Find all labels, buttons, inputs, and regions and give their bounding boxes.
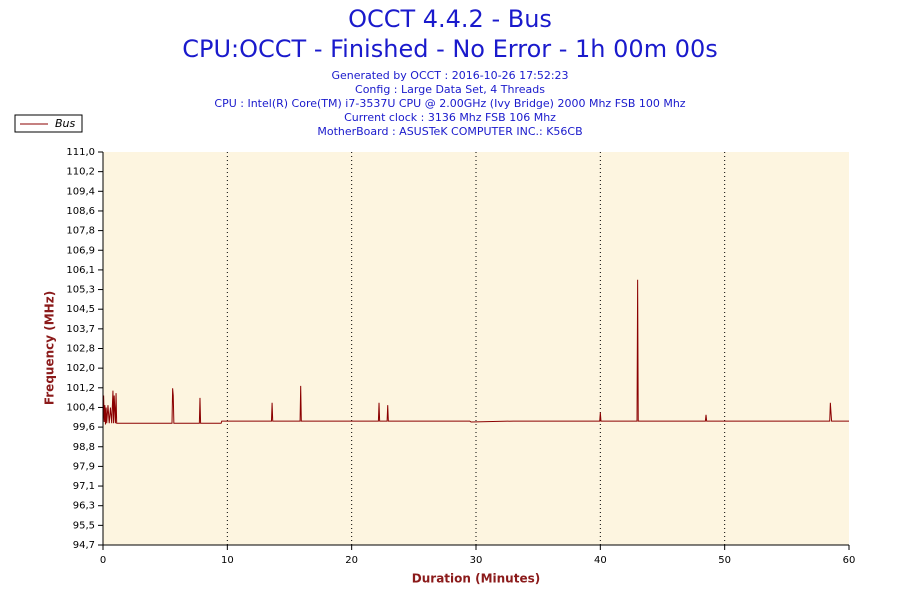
y-tick-label: 94,7 bbox=[73, 540, 95, 551]
y-tick-label: 111,0 bbox=[66, 147, 95, 158]
y-tick-label: 106,9 bbox=[66, 245, 95, 256]
y-tick-label: 106,1 bbox=[66, 265, 95, 276]
y-tick-label: 97,1 bbox=[73, 481, 95, 492]
legend-box bbox=[14, 114, 83, 133]
y-tick-label: 107,8 bbox=[66, 226, 95, 237]
y-tick-label: 103,7 bbox=[66, 324, 95, 335]
y-tick-label: 109,4 bbox=[66, 186, 95, 197]
x-tick-label: 40 bbox=[594, 555, 607, 566]
y-tick-label: 102,8 bbox=[66, 344, 95, 355]
y-axis-title: Frequency (MHz) bbox=[43, 291, 57, 405]
x-tick-label: 60 bbox=[843, 555, 856, 566]
y-tick-label: 110,2 bbox=[66, 167, 95, 178]
y-tick-label: 105,3 bbox=[66, 285, 95, 296]
data-line bbox=[102, 279, 849, 425]
x-tick-label: 50 bbox=[718, 555, 731, 566]
x-axis-title: Duration (Minutes) bbox=[412, 572, 540, 586]
y-tick-label: 95,5 bbox=[73, 520, 95, 531]
header-line: Current clock : 3136 Mhz FSB 106 Mhz bbox=[344, 111, 556, 124]
chart-subtitle: CPU:OCCT - Finished - No Error - 1h 00m … bbox=[182, 35, 718, 63]
x-tick-label: 20 bbox=[345, 555, 358, 566]
y-tick-label: 104,5 bbox=[66, 304, 95, 315]
legend-label: Bus bbox=[55, 117, 76, 130]
y-tick-label: 97,9 bbox=[73, 461, 95, 472]
y-tick-label: 108,6 bbox=[66, 206, 95, 217]
header-line: CPU : Intel(R) Core(TM) i7-3537U CPU @ 2… bbox=[214, 97, 685, 110]
x-tick-label: 10 bbox=[221, 555, 234, 566]
y-tick-label: 101,2 bbox=[66, 383, 95, 394]
header-line: MotherBoard : ASUSTeK COMPUTER INC.: K56… bbox=[317, 125, 582, 138]
y-tick-label: 100,4 bbox=[66, 402, 95, 413]
y-tick-label: 102,0 bbox=[66, 363, 95, 374]
x-tick-label: 30 bbox=[470, 555, 483, 566]
header-line: Config : Large Data Set, 4 Threads bbox=[355, 83, 545, 96]
x-tick-label: 0 bbox=[100, 555, 106, 566]
y-tick-label: 99,6 bbox=[73, 422, 95, 433]
header-line: Generated by OCCT : 2016-10-26 17:52:23 bbox=[331, 69, 568, 82]
chart-title: OCCT 4.4.2 - Bus bbox=[348, 5, 552, 33]
y-tick-label: 96,3 bbox=[73, 501, 95, 512]
y-tick-label: 98,8 bbox=[73, 442, 95, 453]
